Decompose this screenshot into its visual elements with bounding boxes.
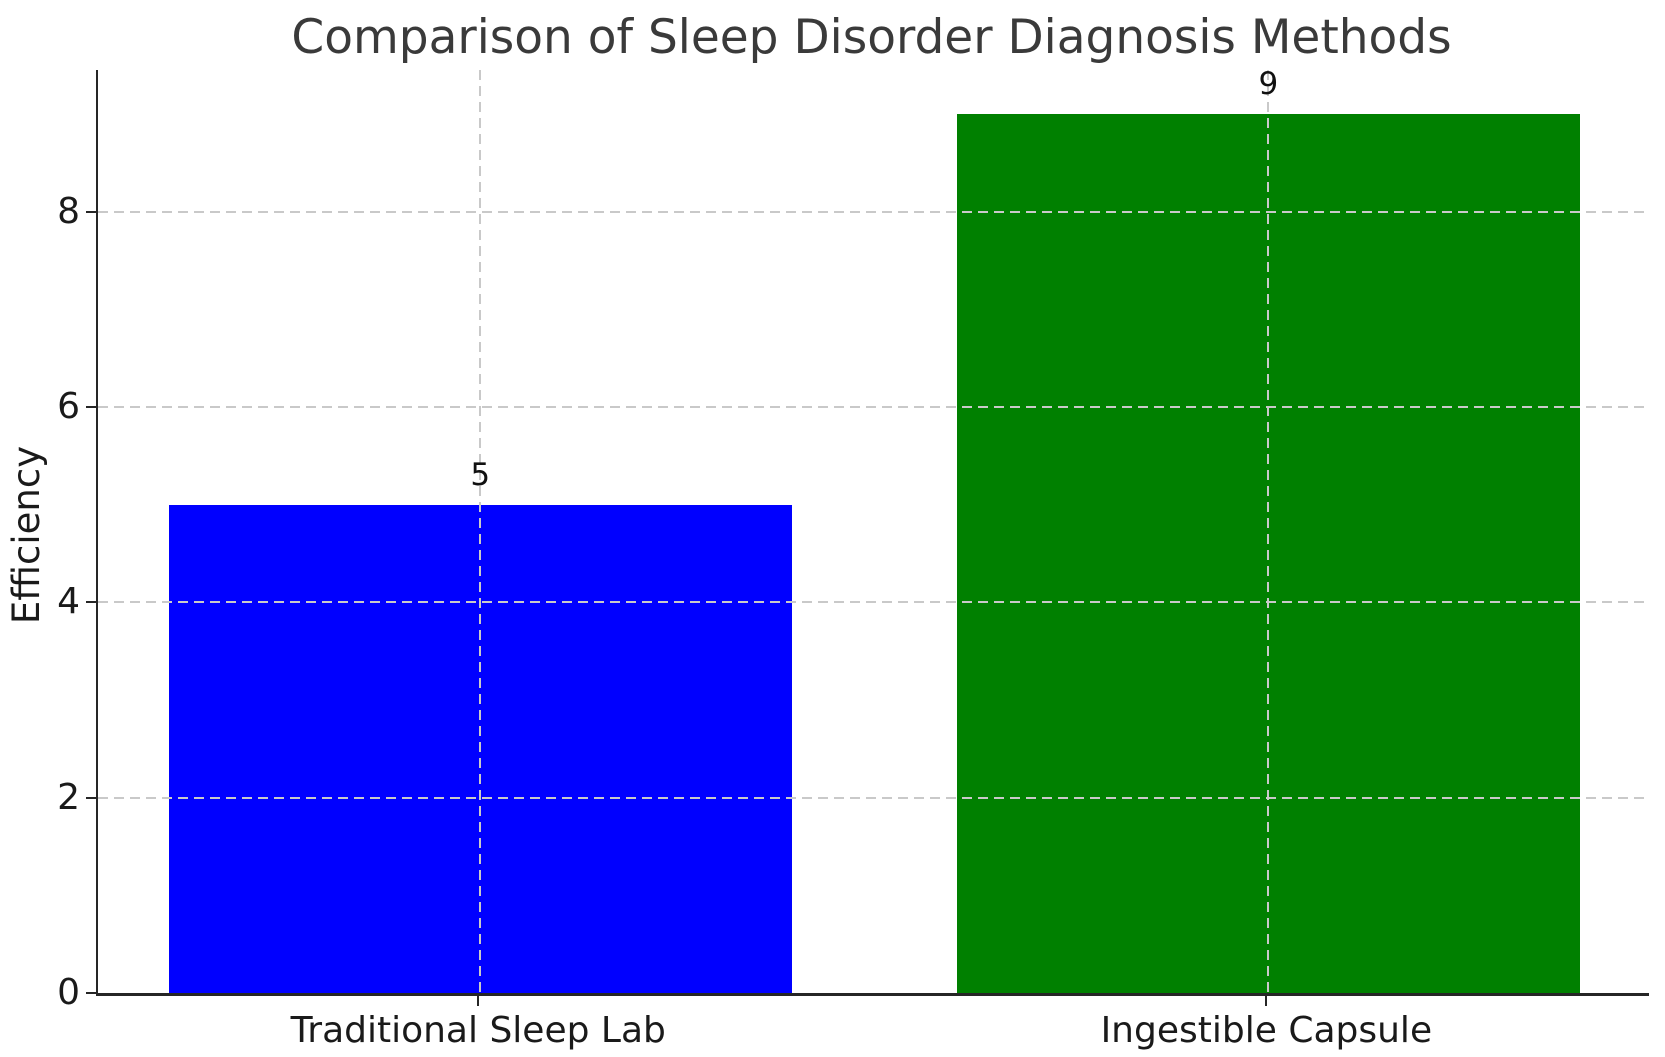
x-tick-mark — [477, 996, 480, 1006]
y-tick-label-8: 8 — [57, 190, 80, 232]
h-gridline-6 — [98, 405, 1649, 408]
y-tick-mark — [86, 796, 96, 799]
y-tick-mark — [86, 405, 96, 408]
y-tick-mark — [86, 210, 96, 213]
v-gridline-traditional-sleep-lab — [479, 70, 482, 993]
x-category-label-ingestible-capsule: Ingestible Capsule — [1100, 1010, 1433, 1051]
y-tick-label-2: 2 — [57, 776, 80, 818]
y-tick-label-0: 0 — [57, 972, 80, 1013]
v-gridline-ingestible-capsule — [1267, 70, 1270, 993]
h-gridline-8 — [98, 210, 1649, 213]
bar-value-label: 9 — [1258, 65, 1279, 102]
y-tick-label-6: 6 — [57, 385, 80, 427]
y-tick-mark — [86, 601, 96, 604]
y-tick-label-4: 4 — [57, 581, 80, 623]
h-gridline-4 — [98, 601, 1649, 604]
chart-title: Comparison of Sleep Disorder Diagnosis M… — [291, 10, 1452, 65]
y-tick-mark — [86, 992, 96, 994]
x-category-label-traditional-sleep-lab: Traditional Sleep Lab — [290, 1010, 666, 1051]
h-gridline-2 — [98, 796, 1649, 799]
bar-value-label: 5 — [470, 456, 491, 493]
x-tick-mark — [1265, 996, 1268, 1006]
